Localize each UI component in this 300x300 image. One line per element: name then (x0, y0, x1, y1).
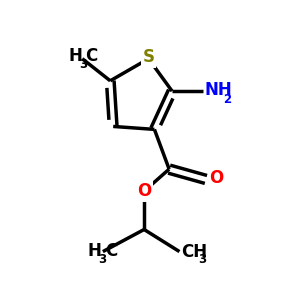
Text: H: H (88, 242, 101, 260)
Text: C: C (105, 242, 118, 260)
Text: S: S (142, 48, 154, 66)
Text: 3: 3 (98, 253, 106, 266)
Text: 2: 2 (223, 93, 231, 106)
Text: NH: NH (205, 81, 232, 99)
Text: 3: 3 (79, 58, 87, 71)
Text: H: H (68, 47, 82, 65)
Text: C: C (85, 47, 97, 65)
Text: 3: 3 (198, 253, 206, 266)
Text: O: O (137, 182, 151, 200)
Text: O: O (209, 169, 224, 187)
Text: CH: CH (181, 243, 207, 261)
